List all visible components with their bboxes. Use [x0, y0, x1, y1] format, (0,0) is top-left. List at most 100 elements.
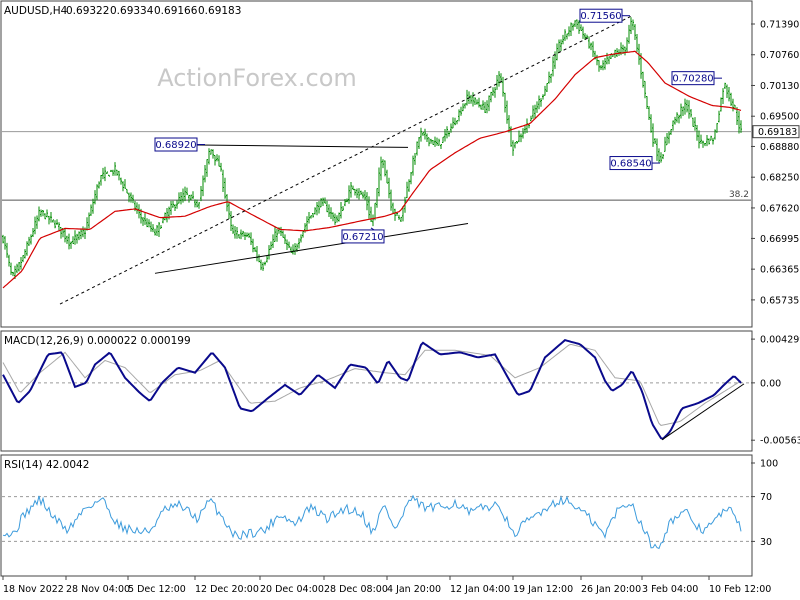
price-bar — [556, 43, 558, 61]
price-bar — [180, 192, 182, 205]
price-bar — [124, 179, 126, 189]
price-bar — [378, 167, 380, 197]
price-bar — [486, 100, 488, 114]
price-annotation: 0.71560 — [579, 8, 630, 23]
price-bar — [92, 198, 94, 214]
price-bar — [664, 136, 666, 152]
price-bar — [190, 194, 192, 201]
price-bar — [470, 94, 472, 104]
price-bar — [42, 210, 44, 217]
price-bar — [496, 74, 498, 90]
price-bar — [416, 141, 418, 156]
price-bar — [624, 46, 626, 56]
price-bar — [128, 192, 130, 203]
symbol-header: AUDUSD,H4 — [4, 5, 68, 17]
price-bar — [400, 216, 402, 223]
price-bar — [452, 117, 454, 129]
price-bar — [432, 140, 434, 146]
price-bar — [368, 196, 370, 219]
price-bar — [666, 132, 668, 146]
price-bar — [144, 213, 146, 225]
price-bar — [450, 123, 452, 133]
price-bar — [330, 207, 332, 219]
price-bar — [690, 108, 692, 118]
price-bar — [360, 190, 362, 196]
x-axis-label: 4 Jan 20:00 — [387, 584, 441, 595]
price-bar — [480, 104, 482, 110]
annotation-label: 0.71560 — [580, 11, 621, 22]
x-axis-label: 5 Dec 12:00 — [128, 584, 186, 595]
price-bar — [700, 134, 702, 145]
price-bar — [154, 228, 156, 236]
price-bar — [462, 103, 464, 112]
price-bar — [76, 233, 78, 244]
price-bar — [116, 169, 118, 176]
price-bar — [736, 107, 738, 126]
price-bar — [40, 209, 42, 217]
price-axis-label: 0.71390 — [760, 20, 799, 31]
price-bar — [598, 60, 600, 72]
price-trendline — [59, 15, 633, 305]
price-bar — [520, 133, 522, 143]
price-bar — [566, 33, 568, 40]
price-bar — [216, 154, 218, 162]
price-bar — [688, 100, 690, 119]
price-bar — [72, 236, 74, 245]
price-bar — [438, 138, 440, 146]
price-bar — [30, 234, 32, 245]
price-bar — [506, 100, 508, 124]
price-bar — [730, 92, 732, 106]
price-bar — [732, 98, 734, 112]
price-bar — [126, 188, 128, 194]
price-bar — [672, 120, 674, 131]
price-bar — [60, 226, 62, 239]
price-bar — [192, 191, 194, 199]
price-bar — [636, 33, 638, 52]
price-bar — [252, 238, 254, 253]
price-bar — [184, 186, 186, 202]
price-bar — [472, 92, 474, 107]
price-bar — [312, 213, 314, 218]
price-bar — [48, 215, 50, 225]
price-bar — [172, 200, 174, 208]
price-bar — [224, 177, 226, 199]
price-bar — [532, 105, 534, 119]
macd-trendline — [661, 383, 745, 441]
price-bar — [448, 130, 450, 137]
price-bar — [562, 34, 564, 45]
price-bar — [706, 135, 708, 147]
price-bar — [148, 219, 150, 228]
price-bar — [698, 130, 700, 149]
price-bar — [308, 211, 310, 224]
price-bar — [494, 86, 496, 98]
price-bar — [170, 200, 172, 215]
price-axis-label: 0.70130 — [760, 81, 799, 92]
price-axis-label: 0.68880 — [760, 142, 799, 153]
price-bar — [616, 48, 618, 57]
x-axis-label: 28 Dec 08:00 — [324, 584, 388, 595]
price-bar — [96, 184, 98, 201]
price-bar — [310, 215, 312, 219]
price-bar — [90, 204, 92, 216]
price-bar — [222, 169, 224, 192]
price-bar — [670, 129, 672, 135]
price-bar — [650, 114, 652, 133]
price-bar — [174, 204, 176, 211]
ohlc-close: 0.69183 — [198, 5, 241, 17]
price-bar — [80, 229, 82, 240]
price-bar — [508, 115, 510, 133]
price-bar — [684, 98, 686, 115]
price-axis-label: 0.66365 — [760, 265, 799, 276]
price-bar — [298, 238, 300, 249]
price-bar — [686, 99, 688, 113]
current-price-label: 0.69183 — [758, 127, 797, 138]
rsi-axis-label: 100 — [760, 459, 778, 470]
price-bar — [390, 189, 392, 211]
price-bar — [336, 215, 338, 223]
price-axis-label: 0.66995 — [760, 234, 799, 245]
price-bar — [492, 87, 494, 96]
price-bar — [692, 117, 694, 128]
price-bar — [548, 71, 550, 84]
price-bar — [254, 247, 256, 252]
price-bar — [62, 228, 64, 238]
